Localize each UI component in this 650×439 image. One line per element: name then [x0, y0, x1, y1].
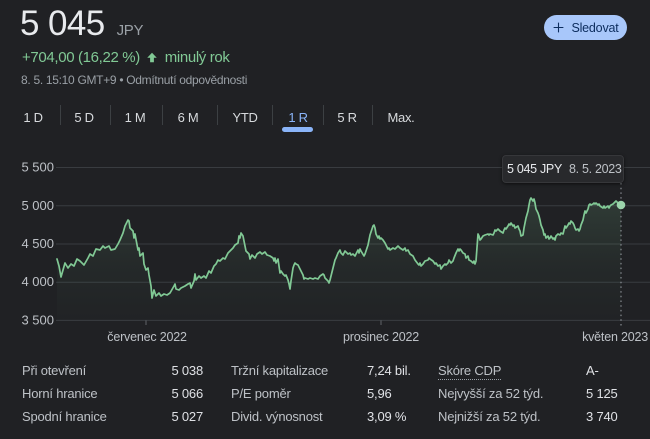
- svg-text:prosinec 2022: prosinec 2022: [343, 330, 419, 344]
- svg-text:4 500: 4 500: [21, 236, 54, 251]
- svg-text:4 000: 4 000: [21, 274, 54, 289]
- svg-text:květen 2023: květen 2023: [582, 330, 648, 344]
- svg-text:5 500: 5 500: [21, 160, 54, 175]
- svg-text:5 000: 5 000: [21, 198, 54, 213]
- svg-text:3 500: 3 500: [21, 312, 54, 327]
- svg-text:červenec 2022: červenec 2022: [107, 330, 187, 344]
